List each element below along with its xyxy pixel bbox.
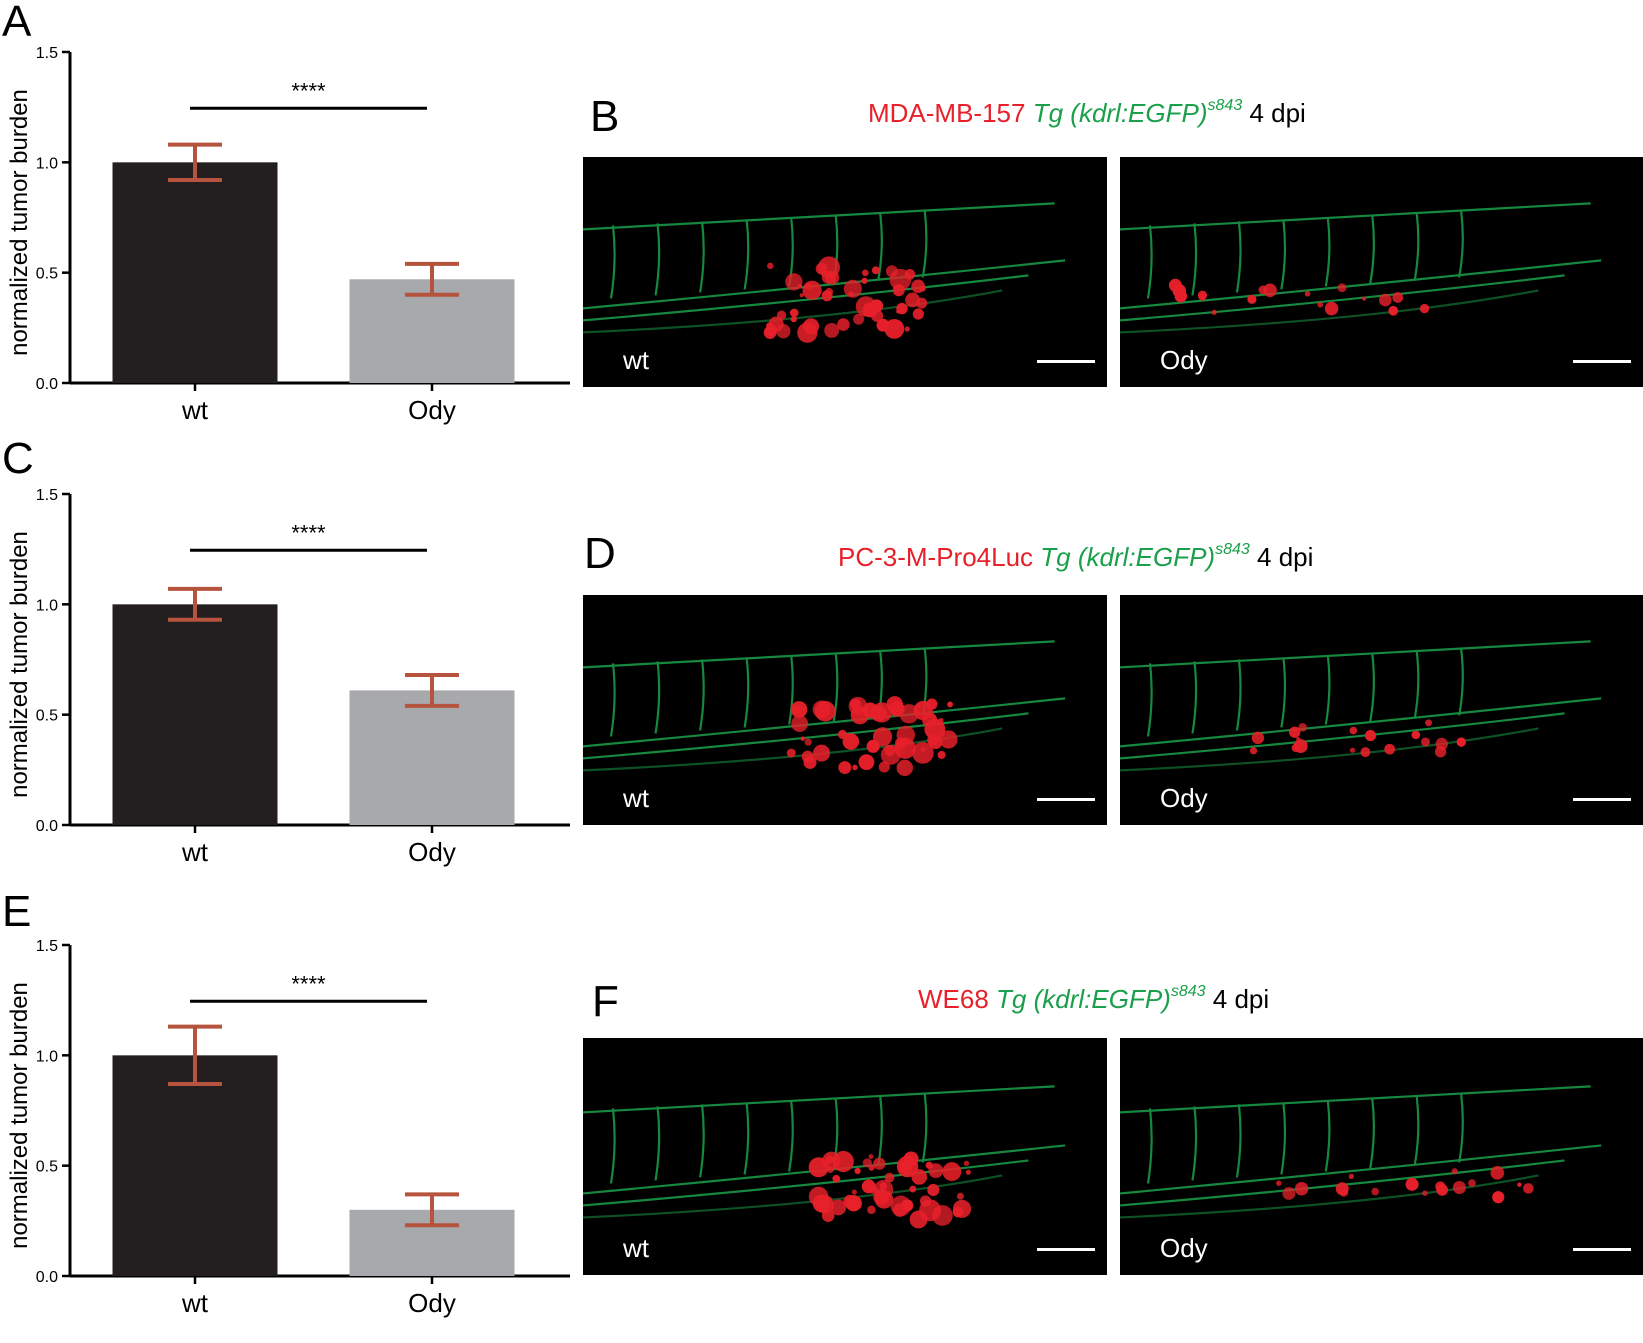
panel-letter-a: A — [2, 0, 32, 46]
title-superscript: s843 — [1170, 983, 1206, 1001]
y-tick-label: 0.5 — [36, 266, 58, 283]
panel-letter-f: F — [592, 977, 619, 1026]
y-axis-label: normalized tumor burden — [6, 89, 33, 356]
scale-bar — [1573, 360, 1631, 363]
x-tick-label: Ody — [408, 395, 456, 425]
panel-letter-e: E — [2, 887, 32, 936]
fluorescence-image — [1120, 1085, 1602, 1219]
micrograph-label: wt — [623, 345, 649, 375]
bar-wt — [112, 604, 278, 825]
title-superscript: s843 — [1207, 97, 1243, 115]
micrograph-label: Ody — [1160, 783, 1208, 813]
y-tick-label: 0.0 — [36, 818, 58, 835]
micrograph-label: wt — [623, 783, 649, 813]
fluorescence-image — [1120, 202, 1602, 334]
y-axis-label: normalized tumor burden — [6, 982, 33, 1249]
significance-stars: **** — [291, 971, 326, 996]
x-tick-label: Ody — [408, 837, 456, 867]
x-tick-label: wt — [181, 395, 209, 425]
bar-chart-c: 0.0 0.5 1.0 1.5 normalized tumor burden wt Ody… — [6, 487, 570, 867]
micrograph-label: Ody — [1160, 1233, 1208, 1263]
y-tick-label: 1.0 — [36, 597, 58, 614]
y-tick-label: 0.0 — [36, 1269, 58, 1286]
y-tick-label: 1.0 — [36, 155, 58, 172]
y-tick-label: 1.5 — [36, 487, 58, 504]
y-tick-label: 0.5 — [36, 708, 58, 725]
fluorescence-image — [583, 1085, 1066, 1229]
bar-wt — [112, 1055, 278, 1276]
micrograph-title-f: WE68 Tg (kdrl:EGFP)s843 4 dpi — [918, 983, 1270, 1014]
micrograph-title-b: MDA-MB-157 Tg (kdrl:EGFP)s843 4 dpi — [868, 97, 1306, 128]
significance-stars: **** — [291, 520, 326, 545]
micrograph-label: wt — [623, 1233, 649, 1263]
x-tick-label: wt — [181, 837, 209, 867]
y-tick-label: 0.0 — [36, 376, 58, 393]
micrograph-b-wt: wt — [583, 157, 1107, 387]
fluorescence-image — [583, 202, 1066, 343]
y-axis-label: normalized tumor burden — [6, 531, 33, 798]
title-superscript: s843 — [1215, 541, 1250, 559]
bar-chart-a: 0.0 0.5 1.0 1.5 normalized tumor burden wt Ody… — [6, 45, 570, 425]
x-tick-label: wt — [181, 1288, 209, 1318]
bar-wt — [112, 162, 278, 383]
scale-bar — [1037, 360, 1095, 363]
title-time: 4 dpi — [1249, 98, 1306, 128]
micrograph-f-wt: wt — [583, 1038, 1107, 1275]
x-tick-label: Ody — [408, 1288, 456, 1318]
title-transgene: Tg (kdrl:EGFP) — [1040, 542, 1216, 572]
scale-bar — [1037, 1248, 1095, 1251]
micrograph-label: Ody — [1160, 345, 1208, 375]
y-tick-label: 1.0 — [36, 1048, 58, 1065]
significance-stars: **** — [291, 78, 326, 103]
scale-bar — [1037, 798, 1095, 801]
title-transgene: Tg (kdrl:EGFP) — [1032, 98, 1208, 128]
bar-chart-e: 0.0 0.5 1.0 1.5 normalized tumor burden wt Ody… — [6, 938, 570, 1318]
error-bar — [405, 672, 459, 708]
scale-bar — [1573, 798, 1631, 801]
title-time: 4 dpi — [1257, 542, 1314, 572]
title-cell-line: PC-3-M-Pro4Luc — [838, 542, 1034, 572]
panel-letter-d: D — [584, 529, 616, 578]
micrograph-d-wt: wt — [583, 595, 1107, 825]
error-bar — [168, 142, 222, 182]
title-cell-line: WE68 — [918, 984, 989, 1014]
error-bar — [168, 1024, 222, 1087]
fluorescence-image — [1120, 640, 1602, 772]
micrograph-f-ody: Ody — [1120, 1038, 1643, 1275]
error-bar — [405, 261, 459, 297]
error-bar — [405, 1192, 459, 1228]
error-bar — [168, 586, 222, 622]
fluorescence-image — [583, 640, 1066, 777]
y-tick-label: 1.5 — [36, 45, 58, 62]
title-cell-line: MDA-MB-157 — [868, 98, 1026, 128]
panel-letter-c: C — [2, 434, 34, 483]
title-time: 4 dpi — [1212, 984, 1270, 1014]
panel-letter-b: B — [590, 92, 620, 141]
y-tick-label: 0.5 — [36, 1159, 58, 1176]
micrograph-d-ody: Ody — [1120, 595, 1643, 825]
y-tick-label: 1.5 — [36, 938, 58, 955]
bar-ody — [349, 690, 515, 825]
title-transgene: Tg (kdrl:EGFP) — [996, 984, 1171, 1014]
micrograph-title-d: PC-3-M-Pro4Luc Tg (kdrl:EGFP)s843 4 dpi — [838, 541, 1314, 572]
scale-bar — [1573, 1248, 1631, 1251]
micrograph-b-ody: Ody — [1120, 157, 1643, 387]
